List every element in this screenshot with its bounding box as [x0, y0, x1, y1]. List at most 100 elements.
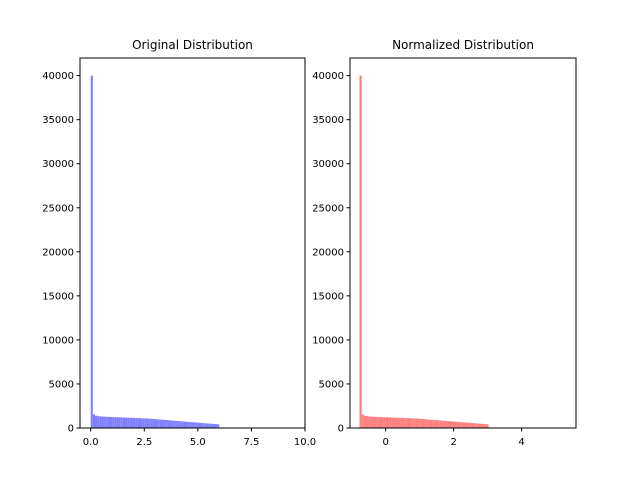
histogram-bar	[363, 415, 366, 428]
subplot-normalized: Normalized Distribution 0 5000 10000 15000 2…	[312, 38, 577, 448]
y-tick-label: 20000	[312, 247, 344, 258]
histogram-bar	[475, 423, 478, 428]
y-tick-label: 0	[68, 424, 74, 435]
histogram-bar	[112, 417, 115, 428]
histogram-bar	[182, 421, 185, 428]
histogram-bar	[445, 420, 448, 428]
histogram-bar	[432, 419, 435, 428]
bars	[359, 75, 489, 428]
histogram-bar	[426, 419, 429, 428]
y-tick-label: 5000	[49, 379, 74, 390]
histogram-bar	[110, 416, 113, 428]
histogram-bar	[376, 416, 379, 428]
histogram-bar	[421, 419, 425, 428]
y-tick-label: 10000	[312, 335, 344, 346]
histogram-bar	[172, 420, 175, 428]
histogram-bar	[464, 422, 468, 428]
x-axis: 0 2 4	[382, 428, 525, 448]
y-tick-label: 5000	[319, 379, 344, 390]
histogram-bar	[208, 423, 211, 428]
histogram-bar	[428, 419, 431, 428]
histogram-bar	[185, 421, 188, 428]
histogram-bar	[389, 417, 392, 428]
histogram-bar	[370, 416, 373, 428]
histogram-bar	[460, 422, 463, 428]
histogram-bar	[180, 421, 183, 428]
histogram-bar	[206, 423, 209, 428]
histogram-bar	[396, 417, 399, 428]
y-tick-label: 30000	[42, 159, 74, 170]
subplot-original: Original Distribution 0 5000 10000 15000 200…	[42, 38, 316, 448]
histogram-bar	[449, 421, 453, 428]
histogram-bar	[157, 419, 160, 428]
histogram-bar	[191, 422, 194, 428]
histogram-bar	[217, 424, 220, 428]
histogram-bar	[195, 422, 198, 428]
histogram-bar	[469, 422, 472, 428]
histogram-bar	[467, 422, 470, 428]
histogram-bar	[439, 420, 442, 428]
histogram-bar	[122, 417, 125, 428]
histogram-bar	[146, 418, 149, 428]
histogram-bar	[99, 416, 102, 428]
histogram-bar	[391, 417, 394, 428]
y-tick-label: 40000	[312, 71, 344, 82]
histogram-bar	[212, 423, 215, 428]
histogram-bar	[411, 418, 414, 428]
y-tick-label: 20000	[42, 247, 74, 258]
histogram-bar	[443, 420, 446, 428]
histogram-bar	[125, 417, 128, 428]
histogram-bar	[378, 416, 382, 428]
histogram-bar	[140, 418, 143, 428]
y-tick-label: 40000	[42, 71, 74, 82]
histogram-bar	[372, 416, 375, 428]
y-tick-label: 30000	[312, 159, 344, 170]
histogram-bar	[120, 417, 123, 428]
histogram-bar	[441, 420, 444, 428]
histogram-bar	[404, 418, 407, 428]
histogram-bar	[176, 420, 179, 428]
plot-frame	[349, 57, 577, 429]
histogram-bar	[430, 419, 433, 428]
histogram-bar	[127, 417, 130, 428]
histogram-bar	[393, 417, 397, 428]
histogram-bar	[116, 417, 119, 428]
x-tick-label: 7.5	[243, 437, 259, 448]
histogram-bar	[114, 417, 117, 428]
histogram-bar	[137, 418, 140, 428]
histogram-bar	[142, 418, 145, 428]
histogram-bar	[479, 423, 483, 428]
histogram-bar	[486, 424, 489, 428]
histogram-bar	[413, 418, 416, 428]
histogram-bar	[189, 422, 192, 428]
histogram-bar	[361, 414, 364, 428]
histogram-bar	[152, 419, 155, 428]
y-tick-label: 25000	[42, 203, 74, 214]
histogram-bar	[471, 423, 474, 428]
histogram-bar	[359, 75, 362, 428]
histogram-bar	[155, 419, 158, 428]
bars	[90, 75, 220, 428]
x-tick-label: 5.0	[190, 437, 206, 448]
x-tick-label: 2.5	[136, 437, 152, 448]
histogram-bar	[174, 420, 177, 428]
histogram-bar	[383, 417, 386, 428]
histogram-bar	[101, 416, 104, 428]
histogram-bar	[424, 419, 427, 428]
histogram-bar	[95, 415, 98, 428]
histogram-bar	[436, 420, 440, 428]
histogram-bar	[484, 424, 487, 428]
x-tick-label: 10.0	[294, 437, 316, 448]
histogram-bar	[97, 416, 100, 428]
y-tick-label: 35000	[42, 115, 74, 126]
x-tick-label: 0	[382, 437, 388, 448]
histogram-bar	[133, 417, 136, 428]
histogram-bar	[458, 422, 461, 428]
x-tick-label: 0.0	[83, 437, 99, 448]
histogram-bar	[368, 416, 371, 428]
histogram-bar	[161, 419, 164, 428]
histogram-bar	[178, 421, 181, 428]
histogram-bar	[387, 417, 390, 428]
histogram-bar	[456, 421, 459, 428]
